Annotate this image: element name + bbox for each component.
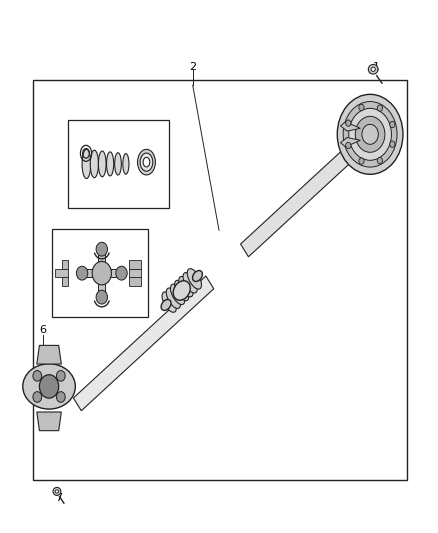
Circle shape: [346, 120, 351, 126]
Circle shape: [359, 104, 364, 111]
Bar: [55, 269, 67, 277]
Bar: [33, 80, 407, 480]
Polygon shape: [82, 269, 102, 277]
Ellipse shape: [140, 153, 153, 171]
Ellipse shape: [193, 271, 202, 281]
Ellipse shape: [161, 300, 171, 310]
Circle shape: [57, 392, 65, 402]
Text: 7: 7: [56, 494, 63, 503]
Circle shape: [349, 108, 392, 160]
Ellipse shape: [138, 149, 155, 175]
Bar: [68, 120, 169, 208]
Ellipse shape: [170, 284, 185, 304]
Polygon shape: [37, 345, 61, 364]
Ellipse shape: [90, 150, 99, 177]
Ellipse shape: [166, 288, 180, 309]
Polygon shape: [98, 273, 105, 297]
Ellipse shape: [175, 280, 189, 301]
Polygon shape: [62, 277, 67, 286]
Ellipse shape: [183, 272, 197, 293]
Text: 2: 2: [189, 62, 196, 71]
Circle shape: [96, 290, 107, 304]
Polygon shape: [102, 269, 121, 277]
Circle shape: [76, 266, 88, 280]
Polygon shape: [240, 151, 350, 257]
Ellipse shape: [173, 281, 190, 300]
Circle shape: [346, 142, 351, 149]
Ellipse shape: [368, 64, 378, 74]
Polygon shape: [62, 260, 67, 269]
Circle shape: [92, 261, 111, 285]
Text: 6: 6: [39, 326, 46, 335]
Circle shape: [355, 116, 385, 152]
Ellipse shape: [55, 490, 59, 493]
Polygon shape: [98, 249, 105, 273]
Circle shape: [377, 105, 382, 111]
Bar: [52, 229, 148, 317]
Ellipse shape: [162, 292, 177, 312]
Ellipse shape: [123, 154, 129, 174]
Text: 4: 4: [104, 243, 111, 253]
Ellipse shape: [106, 152, 114, 176]
Circle shape: [343, 101, 397, 167]
Polygon shape: [340, 122, 360, 131]
Ellipse shape: [53, 487, 61, 496]
Ellipse shape: [23, 364, 75, 409]
Circle shape: [33, 392, 42, 402]
Circle shape: [33, 370, 42, 381]
Text: 1: 1: [373, 62, 380, 71]
Polygon shape: [74, 276, 214, 411]
Circle shape: [337, 94, 403, 174]
Text: 5: 5: [78, 256, 85, 266]
Circle shape: [362, 124, 378, 144]
Ellipse shape: [115, 153, 121, 175]
Ellipse shape: [179, 277, 193, 297]
Ellipse shape: [371, 67, 375, 71]
Bar: [129, 269, 141, 277]
Circle shape: [359, 158, 364, 164]
Polygon shape: [129, 260, 141, 269]
Polygon shape: [340, 138, 360, 147]
Polygon shape: [37, 412, 61, 431]
Circle shape: [390, 122, 395, 128]
Ellipse shape: [99, 151, 106, 177]
Circle shape: [377, 157, 382, 164]
Polygon shape: [129, 277, 141, 286]
Circle shape: [39, 375, 59, 398]
Circle shape: [390, 141, 395, 147]
Circle shape: [116, 266, 127, 280]
Ellipse shape: [143, 157, 150, 167]
Circle shape: [57, 370, 65, 381]
Ellipse shape: [187, 269, 201, 289]
Circle shape: [96, 242, 107, 256]
Text: 3: 3: [121, 140, 128, 150]
Ellipse shape: [82, 149, 91, 179]
